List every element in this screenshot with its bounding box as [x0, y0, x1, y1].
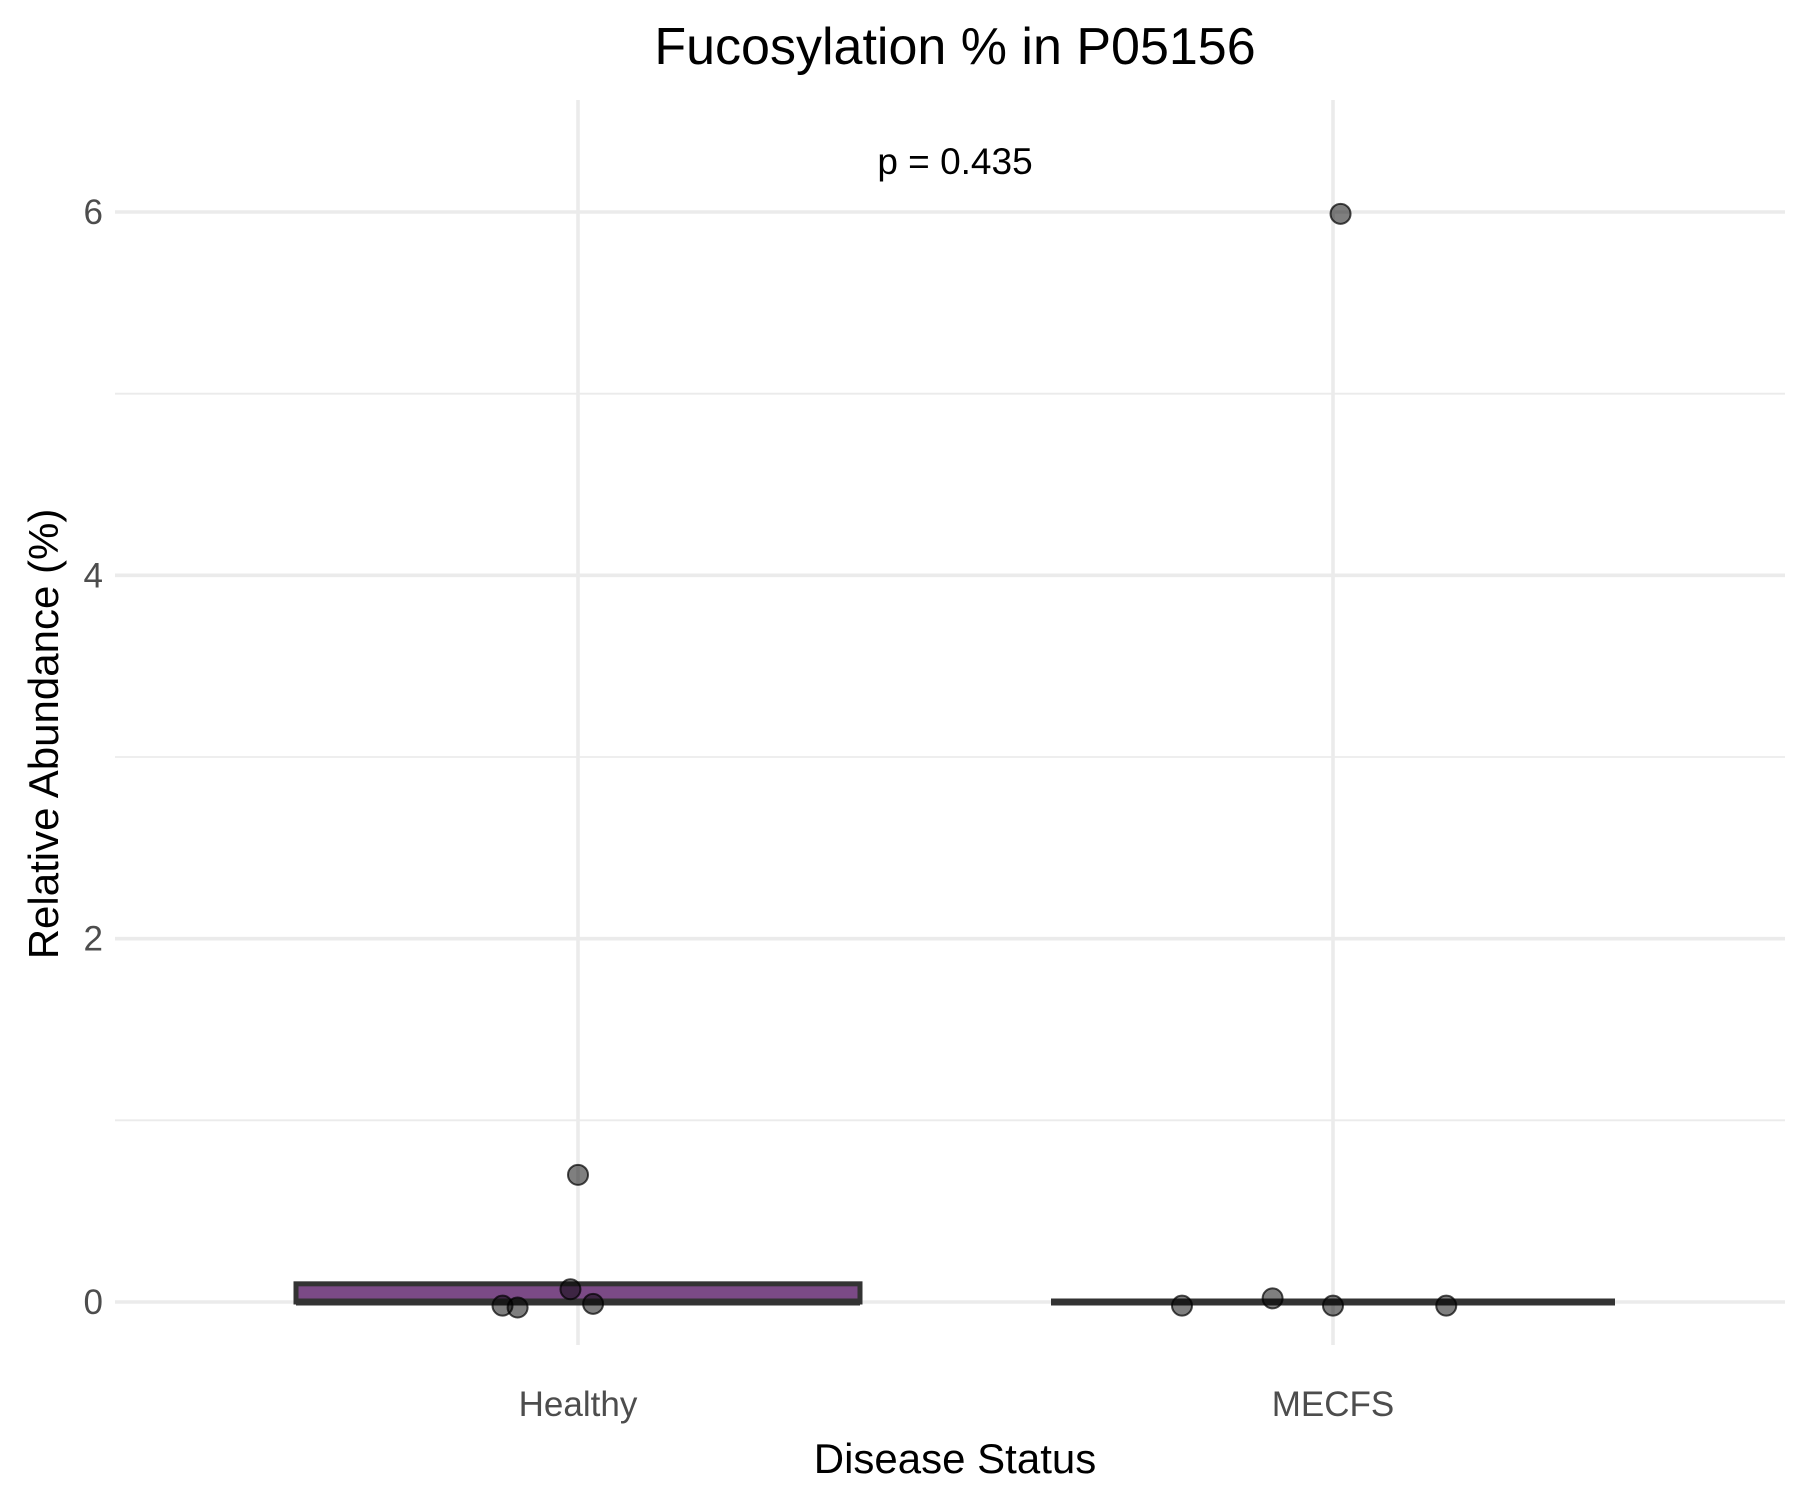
y-tick-label: 4 [84, 556, 103, 595]
data-point [1261, 1287, 1284, 1310]
data-point [559, 1278, 582, 1301]
point-layer [491, 202, 1458, 1319]
axis-layer: 0 2 4 6 Healthy MECFS [84, 193, 1395, 1424]
x-tick-label: MECFS [1272, 1385, 1395, 1424]
x-axis-title: Disease Status [814, 1435, 1096, 1482]
data-point [582, 1292, 605, 1315]
y-tick-label: 0 [84, 1283, 103, 1322]
data-point [567, 1163, 589, 1186]
y-tick-label: 6 [84, 193, 103, 232]
data-point [1329, 202, 1352, 225]
chart-title: Fucosylation % in P05156 [654, 18, 1255, 76]
data-point [506, 1296, 529, 1319]
grid-layer [115, 100, 1785, 1345]
p-value-annotation: p = 0.435 [877, 141, 1032, 182]
data-point [1322, 1294, 1344, 1317]
x-tick-label: Healthy [519, 1385, 638, 1424]
data-point [1171, 1294, 1193, 1317]
y-tick-label: 2 [84, 920, 103, 959]
y-axis-title: Relative Abundance (%) [20, 509, 67, 960]
data-point [1435, 1294, 1458, 1317]
